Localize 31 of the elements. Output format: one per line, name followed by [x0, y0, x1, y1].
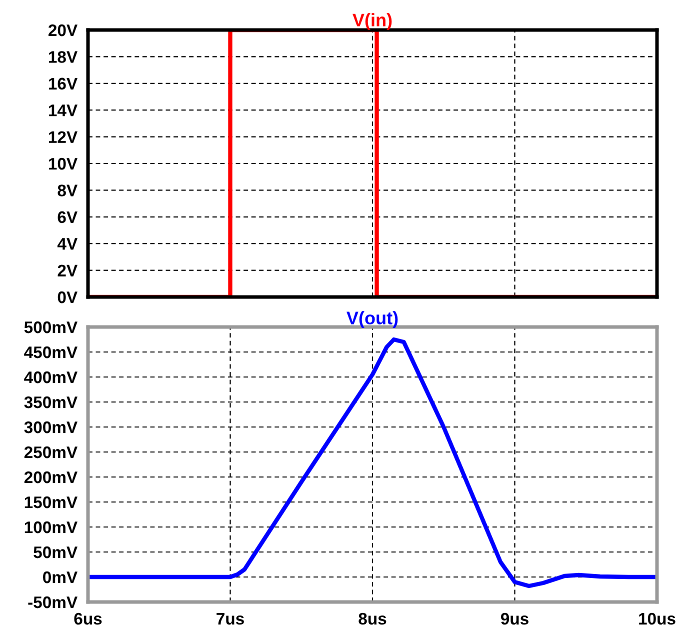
y-tick-label: 50mV [34, 546, 78, 558]
y-tick-label: 350mV [24, 396, 78, 408]
x-tick-label: 9us [500, 612, 528, 625]
y-tick-label: 14V [48, 104, 78, 116]
y-tick-label: 0mV [43, 571, 78, 584]
y-tick-label: 16V [48, 78, 78, 90]
y-tick-label: 200mV [24, 471, 78, 484]
y-tick-label: 20V [48, 24, 78, 36]
y-tick-label: 12V [48, 131, 78, 143]
y-tick-label: -50mV [28, 596, 78, 608]
y-tick-label: 18V [48, 51, 78, 63]
y-tick-label: 6V [58, 211, 78, 224]
chart-title: V(out) [346, 311, 398, 328]
x-tick-label: 10us [639, 612, 676, 625]
x-tick-label: 8us [358, 612, 386, 625]
x-tick-label: 7us [216, 613, 244, 625]
y-tick-label: 4V [57, 238, 78, 250]
y-tick-label: 0V [58, 291, 78, 304]
line-series [88, 337, 657, 588]
y-tick-label: 100mV [24, 521, 78, 534]
y-tick-label: 150mV [24, 496, 78, 508]
y-tick-label: 450mV [24, 346, 78, 358]
y-tick-label: 10V [48, 158, 78, 170]
y-tick-label: 500mV [24, 321, 78, 334]
y-tick-label: 300mV [24, 421, 78, 434]
y-tick-label: 400mV [24, 371, 78, 384]
y-tick-label: 250mV [24, 446, 78, 458]
y-tick-label: 2V [58, 264, 78, 276]
chart-title: V(in) [352, 13, 392, 30]
y-tick-label: 8V [58, 184, 78, 196]
x-tick-label: 6us [74, 612, 102, 625]
